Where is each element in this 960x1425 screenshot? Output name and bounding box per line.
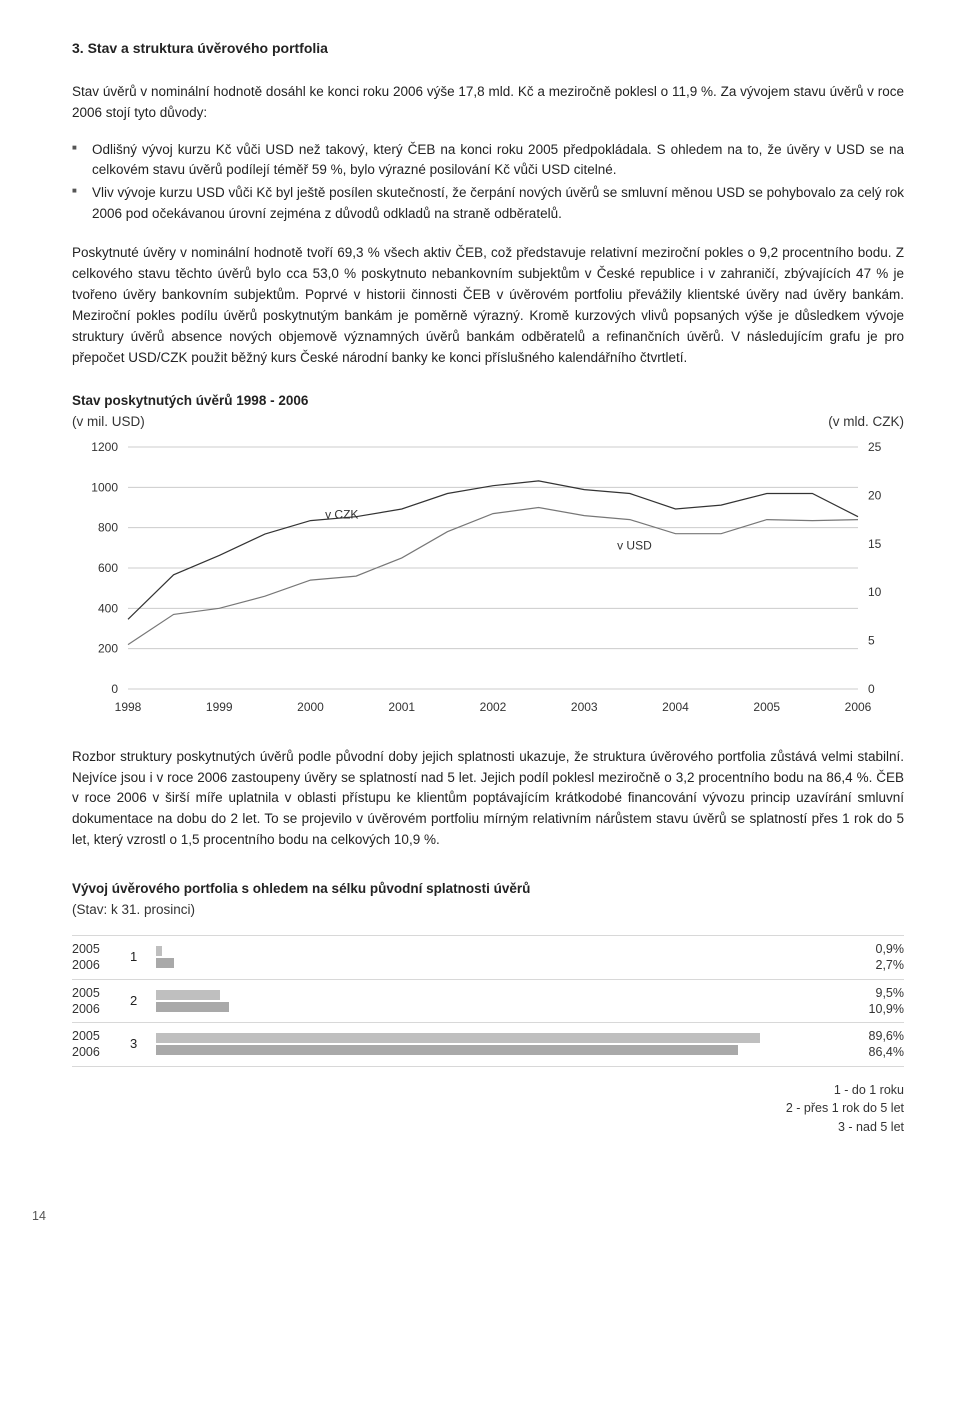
loan-chart-svg: 0 200 400 600 800 1000 1200 0 5 10 15 20 25 1998 1999 2… <box>72 439 904 719</box>
svg-text:0: 0 <box>111 682 118 696</box>
svg-text:25: 25 <box>868 440 882 454</box>
reason-list: Odlišný vývoj kurzu Kč vůči USD než tako… <box>72 140 904 226</box>
svg-text:2001: 2001 <box>388 700 415 714</box>
maturity-bar-2005 <box>156 946 162 956</box>
maturity-title: Vývoj úvěrového portfolia s ohledem na s… <box>72 879 904 900</box>
maturity-bar-2005 <box>156 1033 760 1043</box>
maturity-bars <box>156 944 830 970</box>
maturity-category-number: 1 <box>130 947 146 967</box>
intro-paragraph: Stav úvěrů v nominální hodnotě dosáhl ke… <box>72 82 904 124</box>
maturity-bar-2006 <box>156 958 174 968</box>
maturity-bars <box>156 1031 830 1057</box>
chart-title: Stav poskytnutých úvěrů 1998 - 2006 <box>72 391 308 412</box>
maturity-subtitle: (Stav: k 31. prosinci) <box>72 900 904 921</box>
maturity-row: 20052006 2 9,5%10,9% <box>72 980 904 1024</box>
page-number: 14 <box>32 1207 864 1226</box>
svg-text:600: 600 <box>98 561 118 575</box>
svg-text:15: 15 <box>868 536 882 550</box>
svg-text:200: 200 <box>98 641 118 655</box>
maturity-years: 20052006 <box>72 1028 120 1061</box>
chart-left-unit: (v mil. USD) <box>72 412 308 433</box>
svg-text:10: 10 <box>868 585 882 599</box>
maturity-category-number: 2 <box>130 991 146 1011</box>
maturity-bar-2005 <box>156 990 220 1000</box>
svg-text:20: 20 <box>868 488 882 502</box>
legend-item: 1 - do 1 roku <box>72 1081 904 1100</box>
svg-text:0: 0 <box>868 682 875 696</box>
maturity-values: 89,6%86,4% <box>840 1028 904 1061</box>
reason-item: Odlišný vývoj kurzu Kč vůči USD než tako… <box>72 140 904 182</box>
svg-text:5: 5 <box>868 633 875 647</box>
svg-text:1998: 1998 <box>115 700 142 714</box>
maturity-category-number: 3 <box>130 1034 146 1054</box>
body-paragraph-2: Rozbor struktury poskytnutých úvěrů podl… <box>72 747 904 852</box>
svg-text:2000: 2000 <box>297 700 324 714</box>
maturity-bar-2006 <box>156 1002 229 1012</box>
svg-text:2005: 2005 <box>753 700 780 714</box>
legend-item: 3 - nad 5 let <box>72 1118 904 1137</box>
svg-text:1999: 1999 <box>206 700 233 714</box>
maturity-row: 20052006 3 89,6%86,4% <box>72 1023 904 1067</box>
svg-text:2004: 2004 <box>662 700 689 714</box>
svg-text:400: 400 <box>98 601 118 615</box>
legend-item: 2 - přes 1 rok do 5 let <box>72 1099 904 1118</box>
maturity-bars <box>156 988 830 1014</box>
maturity-table: 2005200610,9%2,7%2005200629,5%10,9%20052… <box>72 935 904 1067</box>
svg-text:1200: 1200 <box>91 440 118 454</box>
svg-text:2003: 2003 <box>571 700 598 714</box>
svg-text:2006: 2006 <box>845 700 872 714</box>
reason-item: Vliv vývoje kurzu USD vůči Kč byl ještě … <box>72 183 904 225</box>
svg-text:1000: 1000 <box>91 480 118 494</box>
section-heading: 3. Stav a struktura úvěrového portfolia <box>72 38 904 60</box>
maturity-legend: 1 - do 1 roku 2 - přes 1 rok do 5 let 3 … <box>72 1081 904 1137</box>
svg-text:2002: 2002 <box>480 700 507 714</box>
svg-text:800: 800 <box>98 520 118 534</box>
maturity-years: 20052006 <box>72 985 120 1018</box>
maturity-years: 20052006 <box>72 941 120 974</box>
loan-chart: 0 200 400 600 800 1000 1200 0 5 10 15 20 25 1998 1999 2… <box>72 439 904 719</box>
svg-text:v CZK: v CZK <box>325 507 358 521</box>
maturity-values: 0,9%2,7% <box>840 941 904 974</box>
chart-right-unit: (v mld. CZK) <box>828 412 904 433</box>
svg-text:v USD: v USD <box>617 538 652 552</box>
maturity-values: 9,5%10,9% <box>840 985 904 1018</box>
maturity-bar-2006 <box>156 1045 738 1055</box>
body-paragraph: Poskytnuté úvěry v nominální hodnotě tvo… <box>72 243 904 369</box>
maturity-row: 20052006 1 0,9%2,7% <box>72 935 904 980</box>
